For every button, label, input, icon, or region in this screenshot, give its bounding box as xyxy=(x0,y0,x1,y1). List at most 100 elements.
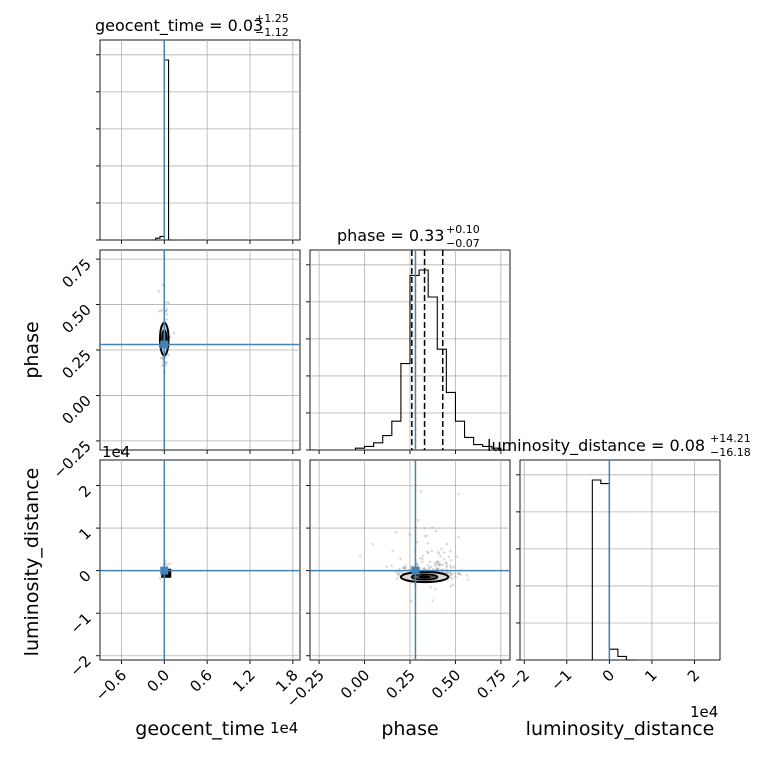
truth-marker xyxy=(411,566,420,575)
sample-point xyxy=(404,564,407,567)
sample-point xyxy=(448,573,452,577)
sample-point xyxy=(385,565,389,568)
sample-point xyxy=(426,564,430,567)
sample-point xyxy=(433,563,437,567)
sample-point xyxy=(434,587,437,591)
sample-point xyxy=(390,564,394,568)
hist-luminosity-distance xyxy=(591,479,635,661)
sample-point xyxy=(419,556,422,560)
sample-point xyxy=(403,567,406,570)
sample-point xyxy=(437,567,440,571)
sample-point xyxy=(436,559,439,563)
sample-point xyxy=(459,573,463,576)
sample-point xyxy=(165,317,168,321)
sample-point xyxy=(425,534,429,537)
sample-point xyxy=(435,567,438,571)
sample-point xyxy=(437,564,441,567)
sample-point xyxy=(448,571,451,575)
x-tick-label: −1 xyxy=(547,666,575,694)
sample-point xyxy=(423,567,426,571)
sample-point xyxy=(457,492,460,496)
sample-point xyxy=(441,563,445,567)
sample-point xyxy=(436,550,440,554)
title-luminosity-distance: luminosity_distance = 0.08 xyxy=(487,436,705,456)
sample-point xyxy=(399,557,402,560)
sample-point xyxy=(167,353,170,357)
sample-point xyxy=(445,564,449,567)
sample-point xyxy=(438,561,441,565)
x-tick-label: 0.25 xyxy=(382,666,418,702)
sample-point xyxy=(452,572,455,576)
sample-point xyxy=(409,599,413,603)
title-geocent-time-sup: +1.25 xyxy=(255,12,289,25)
sample-point xyxy=(436,561,440,564)
sample-point xyxy=(455,555,458,558)
sample-point xyxy=(456,572,460,575)
sample-point xyxy=(421,554,425,558)
sample-point xyxy=(419,490,423,493)
sample-points xyxy=(157,283,470,603)
sample-point xyxy=(458,572,461,575)
title-phase: phase = 0.33 xyxy=(337,226,444,245)
sample-point xyxy=(165,563,169,567)
sample-point xyxy=(158,577,162,580)
x-tick-label: 0.0 xyxy=(144,666,174,696)
sample-point xyxy=(160,309,163,312)
sample-point xyxy=(435,560,438,564)
sample-point xyxy=(164,310,168,313)
sample-point xyxy=(395,577,399,580)
sample-point xyxy=(416,563,420,567)
sample-point xyxy=(435,566,438,570)
sample-point xyxy=(415,541,419,544)
sample-point xyxy=(445,542,449,546)
y-tick-label: 0.75 xyxy=(58,255,94,291)
sample-point xyxy=(415,564,419,567)
sample-point xyxy=(164,355,168,359)
panel-frame xyxy=(519,459,721,661)
contour-ld-phase-core xyxy=(418,575,431,579)
sample-point xyxy=(158,309,161,313)
sample-point xyxy=(423,534,427,538)
sample-point xyxy=(408,533,411,536)
sample-point xyxy=(428,560,432,563)
sample-point xyxy=(431,599,435,602)
sample-point xyxy=(398,567,401,571)
title-phase-sup: +0.10 xyxy=(446,223,480,236)
offset-label-geocent-x: 1e4 xyxy=(270,719,298,737)
sample-point xyxy=(434,529,438,533)
y-tick-label: −0.25 xyxy=(50,437,95,482)
sample-point xyxy=(394,531,397,534)
sample-point xyxy=(430,549,434,553)
sample-point xyxy=(426,550,429,553)
y-tick-label: 0.25 xyxy=(58,346,94,382)
sample-point xyxy=(457,572,461,576)
sample-point xyxy=(431,526,434,529)
y-tick-label: −2 xyxy=(66,652,94,680)
sample-point xyxy=(427,566,431,570)
title-luminosity-distance-sub: −16.18 xyxy=(710,446,751,459)
y-tick-label: −1 xyxy=(66,609,94,637)
sample-point xyxy=(426,551,430,555)
sample-point xyxy=(450,566,453,569)
panel-frame xyxy=(99,39,301,241)
xlabel-phase: phase xyxy=(381,718,438,740)
sample-point xyxy=(445,571,448,575)
ylabel-phase: phase xyxy=(21,321,43,378)
offset-label-geocent-y: 1e4 xyxy=(102,443,130,461)
sample-point xyxy=(466,578,470,581)
sample-point xyxy=(439,555,443,558)
sample-point xyxy=(161,356,165,360)
sample-point xyxy=(444,562,448,565)
offset-label-lumdist-x: 1e4 xyxy=(690,703,718,721)
ylabel-luminosity-distance: luminosity_distance xyxy=(21,468,43,657)
x-tick-label: 0.50 xyxy=(428,666,464,702)
sample-point xyxy=(433,561,437,565)
sample-point xyxy=(442,557,446,561)
sample-point xyxy=(358,554,362,558)
title-geocent-time-sub: −1.12 xyxy=(255,26,289,39)
sample-point xyxy=(444,571,448,574)
sample-point xyxy=(371,542,375,546)
sample-point xyxy=(165,313,169,316)
sample-point xyxy=(165,360,168,364)
